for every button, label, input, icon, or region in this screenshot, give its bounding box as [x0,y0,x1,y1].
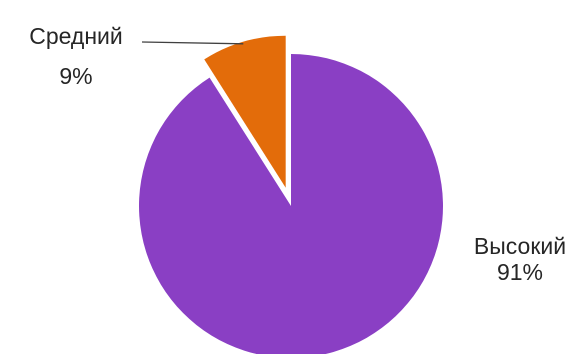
slice-vysokij [139,54,443,354]
pie-slices [139,35,443,354]
slice-label-srednij: Средний [29,23,123,49]
slice-percent-srednij: 9% [59,63,92,89]
leader-line-srednij [141,41,244,45]
pie-labels: Средний 9% Высокий 91% [29,23,566,285]
slice-percent-vysokij: 91% [497,259,543,285]
slice-srednij [204,35,286,188]
slice-label-vysokij: Высокий [474,233,566,259]
